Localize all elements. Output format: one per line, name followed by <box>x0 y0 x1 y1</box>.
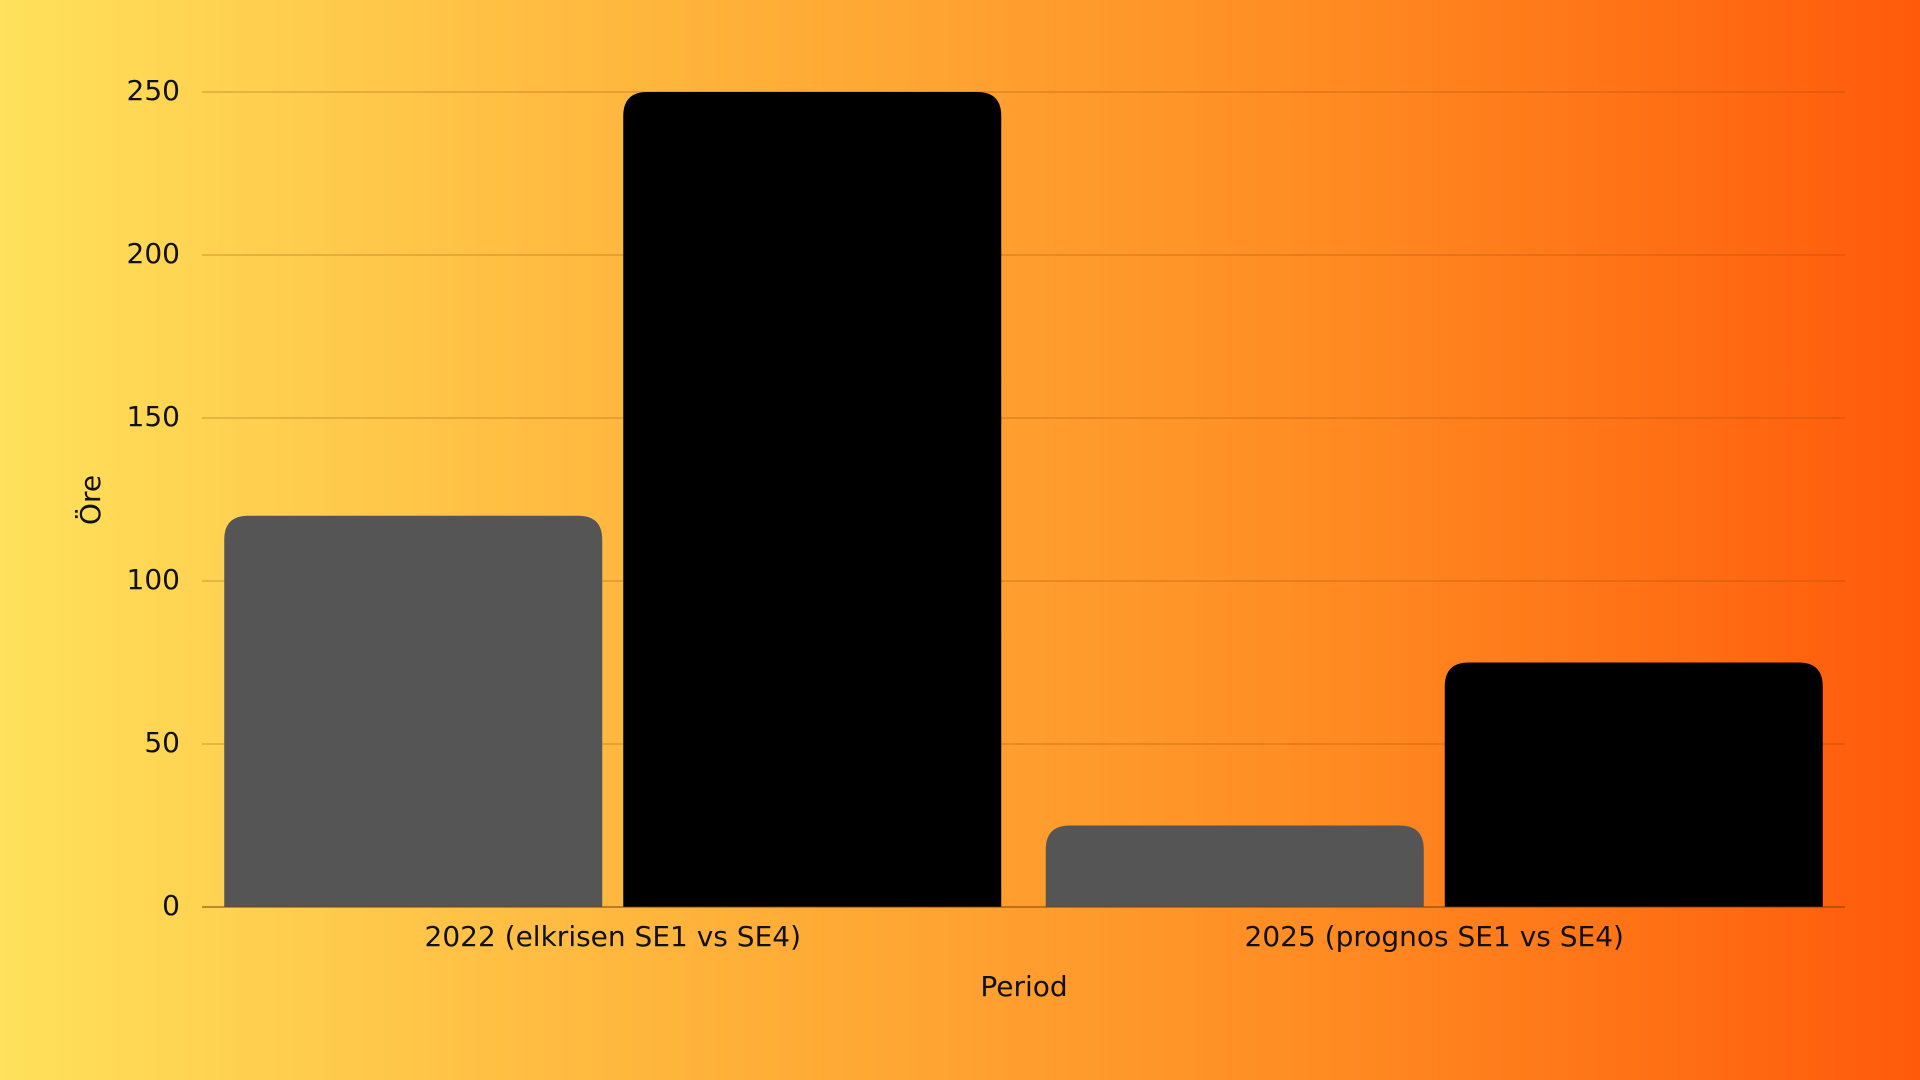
y-tick-label: 150 <box>127 400 180 433</box>
y-axis-label: Öre <box>73 475 107 525</box>
x-axis-label: Period <box>980 970 1067 1003</box>
y-tick-label: 200 <box>127 237 180 270</box>
bar <box>623 92 1002 907</box>
y-tick-label: 50 <box>144 726 180 759</box>
x-tick-label: 2022 (elkrisen SE1 vs SE4) <box>425 920 802 953</box>
bar <box>1045 825 1424 907</box>
x-tick-label: 2025 (prognos SE1 vs SE4) <box>1245 920 1624 953</box>
bar <box>224 515 603 907</box>
y-tick-label: 250 <box>127 74 180 107</box>
y-tick-label: 100 <box>127 563 180 596</box>
bar <box>1444 662 1823 907</box>
y-tick-label: 0 <box>162 889 180 922</box>
